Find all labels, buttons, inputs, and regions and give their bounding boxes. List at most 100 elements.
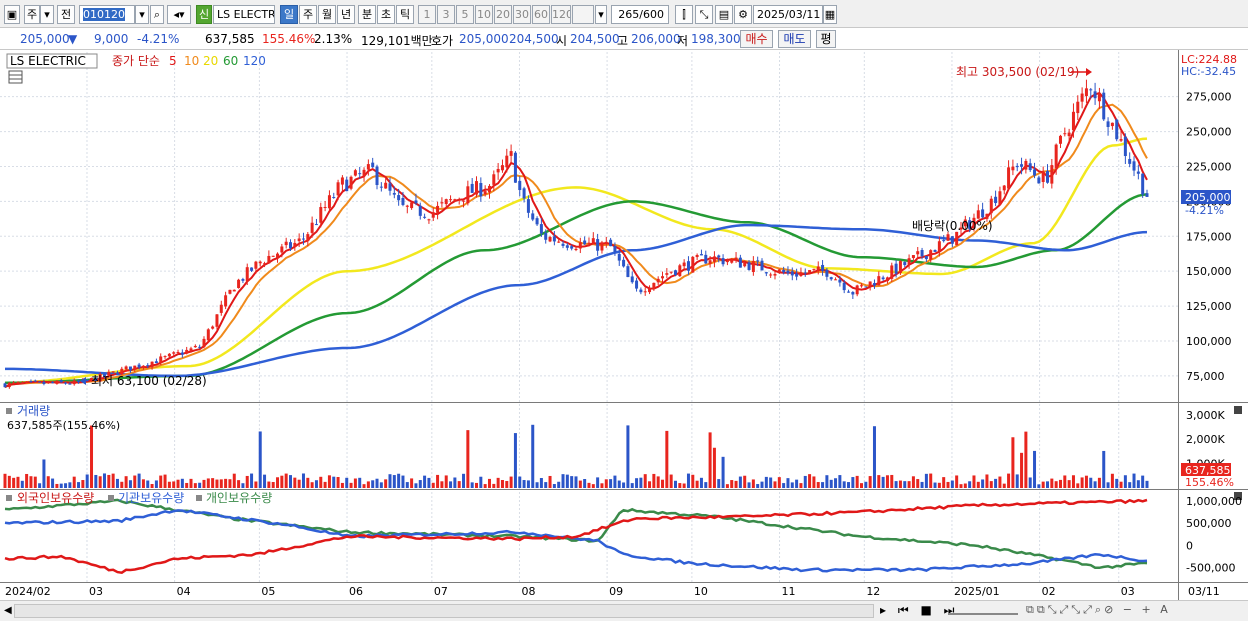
interval-10[interactable]: 10 <box>475 5 493 24</box>
tab-week[interactable]: 주 <box>299 5 317 24</box>
candle-up <box>46 382 50 384</box>
candle-up <box>1119 139 1123 141</box>
volume-bar <box>1058 479 1062 488</box>
tab-second[interactable]: 초 <box>377 5 395 24</box>
chevron-down-icon[interactable]: ▾ <box>40 5 54 24</box>
display-count-field[interactable]: 265/600 <box>611 5 669 24</box>
interval-5[interactable]: 5 <box>456 5 474 24</box>
volume-bar <box>548 475 552 488</box>
candle-down <box>146 365 150 367</box>
chevron-down-icon[interactable]: ▾ <box>135 5 149 24</box>
candle-up <box>254 261 258 269</box>
candle-down <box>570 246 574 249</box>
new-badge: 신 <box>196 5 212 24</box>
interval-60[interactable]: 60 <box>532 5 550 24</box>
volume-bar <box>916 479 920 488</box>
tab-year[interactable]: 년 <box>337 5 355 24</box>
table-icon[interactable] <box>8 70 23 84</box>
interval-custom[interactable] <box>572 5 594 24</box>
volume-bar <box>764 476 768 488</box>
tab-day[interactable]: 일 <box>280 5 298 24</box>
save-icon[interactable]: ▤ <box>715 5 733 24</box>
scrollbar[interactable]: ◀ ▸ ⏮ ■ ⏭ ⧉⧉⤡⤢⤡⤢⌕⊘ − + A <box>0 600 1248 621</box>
volume-bar <box>773 481 777 488</box>
search-icon[interactable]: ⌕ <box>150 5 164 24</box>
close-icon[interactable] <box>1234 406 1242 414</box>
volume-bar <box>323 481 327 488</box>
volume-bar <box>769 477 773 488</box>
volume-bar <box>1084 475 1088 488</box>
volume-bar <box>115 478 119 488</box>
stock-name-field[interactable]: LS ELECTRI <box>213 5 275 24</box>
volume-bar <box>241 483 245 488</box>
volume-bar <box>1015 474 1019 488</box>
candle-up <box>860 285 863 287</box>
tab-minute[interactable]: 분 <box>358 5 376 24</box>
volume-bar <box>1128 482 1132 488</box>
candle-up <box>224 295 228 307</box>
candle-up <box>150 361 154 368</box>
tab-tick[interactable]: 틱 <box>396 5 414 24</box>
interval-20[interactable]: 20 <box>494 5 512 24</box>
x-tick-label: 05 <box>261 585 275 598</box>
candle-icon[interactable]: ⫿ <box>675 5 693 24</box>
change-percent: -4.21% <box>137 32 180 46</box>
candle-down <box>881 277 885 280</box>
interval-120[interactable]: 120 <box>551 5 571 24</box>
candle-up <box>436 205 440 213</box>
volume-bar <box>462 473 466 488</box>
candle-up <box>124 366 128 370</box>
volume-bar <box>1007 473 1011 488</box>
calendar-icon[interactable]: ▦ <box>823 5 837 24</box>
candle-up <box>440 202 444 204</box>
candle-up <box>163 356 167 358</box>
close-icon[interactable] <box>1234 492 1242 500</box>
gear-icon[interactable]: ⚙ <box>734 5 752 24</box>
stock-code-input[interactable]: 010120 <box>79 5 135 24</box>
candle-down <box>994 196 998 204</box>
scroll-left-icon[interactable]: ◀ <box>4 605 12 616</box>
playback-controls[interactable]: ▸ ⏮ ■ ⏭ <box>880 603 959 617</box>
period-select[interactable]: 주 <box>24 5 40 24</box>
volume-bar <box>1002 483 1006 488</box>
volume-bar <box>254 481 258 488</box>
zoom-slider[interactable] <box>948 605 1018 615</box>
eval-button[interactable]: 평 <box>816 30 836 48</box>
sell-button[interactable]: 매도 <box>778 30 811 48</box>
pane-marker <box>6 495 12 501</box>
chevron-down-icon[interactable]: ▾ <box>595 5 607 24</box>
volume-bar <box>487 478 491 488</box>
candle-up <box>487 185 491 193</box>
candle-up <box>362 169 366 177</box>
volume-bar <box>167 481 171 488</box>
candle-down <box>924 255 928 260</box>
buy-button[interactable]: 매수 <box>740 30 773 48</box>
date-field[interactable]: 2025/03/11 <box>753 5 823 24</box>
candle-up <box>963 219 967 227</box>
holders-tick-label: 500,000 <box>1186 517 1232 530</box>
interval-1[interactable]: 1 <box>418 5 436 24</box>
window-icon[interactable]: ▣ <box>4 5 20 24</box>
holders-tick-label: 0 <box>1186 539 1193 552</box>
volume-bar <box>159 475 163 488</box>
volume-bar <box>795 479 799 488</box>
speaker-icon[interactable]: ◂▾ <box>167 5 191 24</box>
candle-down <box>1145 193 1149 197</box>
tab-month[interactable]: 월 <box>318 5 336 24</box>
interval-3[interactable]: 3 <box>437 5 455 24</box>
interval-30[interactable]: 30 <box>513 5 531 24</box>
prev-button[interactable]: 전 <box>57 5 75 24</box>
turnover-rate: 2.13% <box>314 32 353 46</box>
candle-up <box>211 326 215 329</box>
volume-bar <box>695 480 699 488</box>
volume-bar <box>890 474 894 488</box>
volume-bar <box>799 483 803 488</box>
tool-icons[interactable]: ⧉⧉⤡⤢⤡⤢⌕⊘ − + A <box>1026 603 1171 616</box>
candle-down <box>375 166 379 186</box>
candle-down <box>699 254 703 256</box>
volume-value: 637,585 <box>205 32 255 46</box>
candle-up <box>855 285 859 295</box>
scroll-track[interactable] <box>14 604 874 618</box>
draw-icon[interactable]: ⤡ <box>695 5 713 24</box>
